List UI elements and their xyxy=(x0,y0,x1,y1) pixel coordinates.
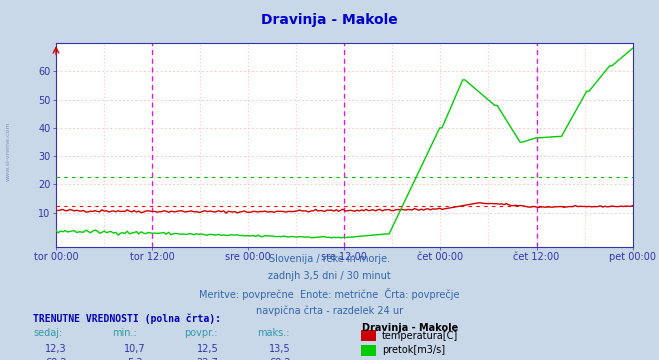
Text: navpična črta - razdelek 24 ur: navpična črta - razdelek 24 ur xyxy=(256,306,403,316)
Text: 22,7: 22,7 xyxy=(196,358,219,360)
Text: maks.:: maks.: xyxy=(257,328,289,338)
Text: Slovenija / reke in morje.: Slovenija / reke in morje. xyxy=(269,254,390,264)
Text: 68,2: 68,2 xyxy=(45,358,67,360)
Text: www.si-vreme.com: www.si-vreme.com xyxy=(5,121,11,181)
Text: TRENUTNE VREDNOSTI (polna črta):: TRENUTNE VREDNOSTI (polna črta): xyxy=(33,313,221,324)
Text: Dravinja - Makole: Dravinja - Makole xyxy=(261,13,398,27)
Text: Meritve: povprečne  Enote: metrične  Črta: povprečje: Meritve: povprečne Enote: metrične Črta:… xyxy=(199,288,460,300)
Text: 12,3: 12,3 xyxy=(45,344,67,354)
Text: 5,3: 5,3 xyxy=(127,358,143,360)
Text: povpr.:: povpr.: xyxy=(185,328,218,338)
Text: Dravinja - Makole: Dravinja - Makole xyxy=(362,323,459,333)
Text: min.:: min.: xyxy=(112,328,137,338)
Text: temperatura[C]: temperatura[C] xyxy=(382,331,459,341)
Text: 10,7: 10,7 xyxy=(125,344,146,354)
Text: sedaj:: sedaj: xyxy=(33,328,62,338)
Text: 68,2: 68,2 xyxy=(270,358,291,360)
Text: zadnjh 3,5 dni / 30 minut: zadnjh 3,5 dni / 30 minut xyxy=(268,271,391,281)
Text: pretok[m3/s]: pretok[m3/s] xyxy=(382,345,445,355)
Text: 12,5: 12,5 xyxy=(196,344,219,354)
Text: 13,5: 13,5 xyxy=(270,344,291,354)
